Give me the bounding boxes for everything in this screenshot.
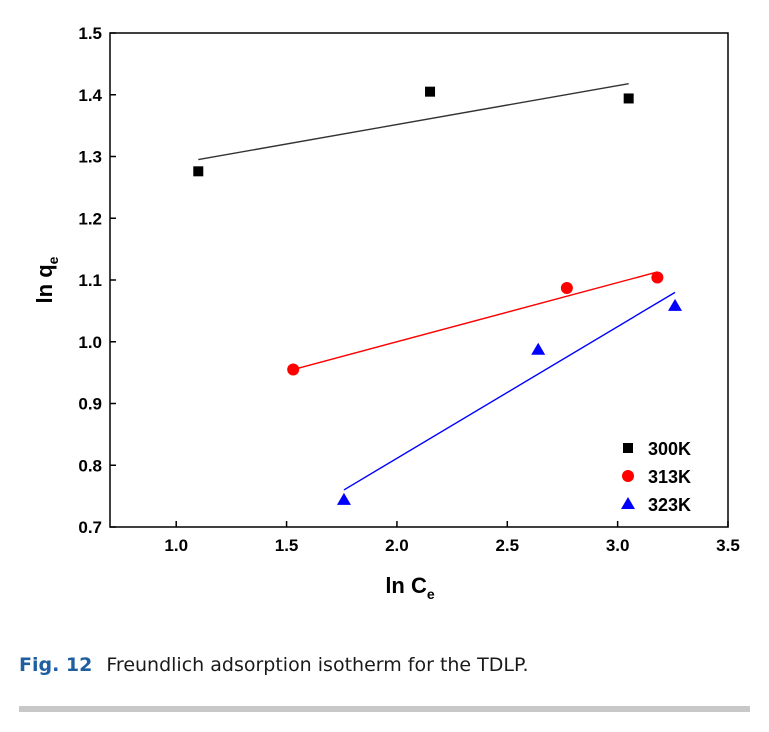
y-tick-label: 1.2 bbox=[78, 209, 102, 228]
x-tick-label: 3.0 bbox=[606, 536, 630, 555]
legend-label-300k: 300K bbox=[648, 439, 691, 459]
point-313k bbox=[560, 282, 573, 295]
fit-lines bbox=[198, 82, 676, 491]
y-tick-label: 1.3 bbox=[78, 148, 102, 167]
y-tick-label: 0.7 bbox=[78, 518, 102, 537]
data-points bbox=[193, 86, 683, 505]
legend: 300K 313K 323K bbox=[621, 439, 691, 515]
point-313k bbox=[287, 363, 300, 376]
point-313k bbox=[651, 271, 664, 284]
x-tick-label: 1.0 bbox=[164, 536, 188, 555]
y-axis-title-sub: e bbox=[45, 256, 61, 264]
y-tick-label: 1.4 bbox=[78, 86, 102, 105]
y-axis-title-main: ln q bbox=[32, 264, 57, 303]
y-tick-label: 1.1 bbox=[78, 271, 102, 290]
x-tick-label: 2.5 bbox=[495, 536, 519, 555]
fit-line-300k bbox=[198, 82, 629, 161]
legend-marker-323k bbox=[621, 497, 635, 509]
point-323k bbox=[531, 342, 546, 355]
point-300k bbox=[193, 166, 204, 177]
point-323k bbox=[336, 492, 351, 505]
x-tick-label: 1.5 bbox=[275, 536, 299, 555]
fit-line-313k bbox=[293, 271, 658, 371]
x-axis-title: ln Ce bbox=[385, 573, 435, 602]
y-tick-label: 0.9 bbox=[78, 395, 102, 414]
x-axis-title-main: ln C bbox=[385, 573, 427, 598]
x-tick-label: 3.5 bbox=[716, 536, 740, 555]
freundlich-chart: 1.0 1.5 2.0 2.5 3.0 3.5 0.7 0.8 0.9 1.0 1.1 1.2 1.3 1… bbox=[32, 24, 740, 602]
y-axis-title: ln qe bbox=[32, 256, 61, 303]
x-tick-label: 2.0 bbox=[385, 536, 409, 555]
plot-frame bbox=[109, 32, 729, 528]
y-tick-label: 1.5 bbox=[78, 24, 102, 43]
x-axis-title-sub: e bbox=[427, 586, 435, 602]
figure-caption-label: Fig. 12 bbox=[19, 654, 93, 676]
point-300k bbox=[425, 86, 436, 97]
legend-label-323k: 323K bbox=[648, 495, 691, 515]
legend-label-313k: 313K bbox=[648, 467, 691, 487]
legend-marker-300k bbox=[623, 443, 633, 453]
figure-caption-text: Freundlich adsorption isotherm for the T… bbox=[106, 654, 529, 676]
fit-line-323k bbox=[343, 291, 676, 491]
legend-marker-313k bbox=[622, 470, 634, 482]
point-323k bbox=[668, 298, 683, 311]
point-300k bbox=[623, 93, 634, 104]
caption-divider bbox=[19, 706, 750, 712]
figure-caption: Fig. 12 Freundlich adsorption isotherm fo… bbox=[19, 654, 529, 676]
y-tick-label: 0.8 bbox=[78, 456, 102, 475]
axis-ticks: 1.0 1.5 2.0 2.5 3.0 3.5 0.7 0.8 0.9 1.0 1.1 1.2 1.3 1… bbox=[78, 24, 739, 555]
y-tick-label: 1.0 bbox=[78, 333, 102, 352]
